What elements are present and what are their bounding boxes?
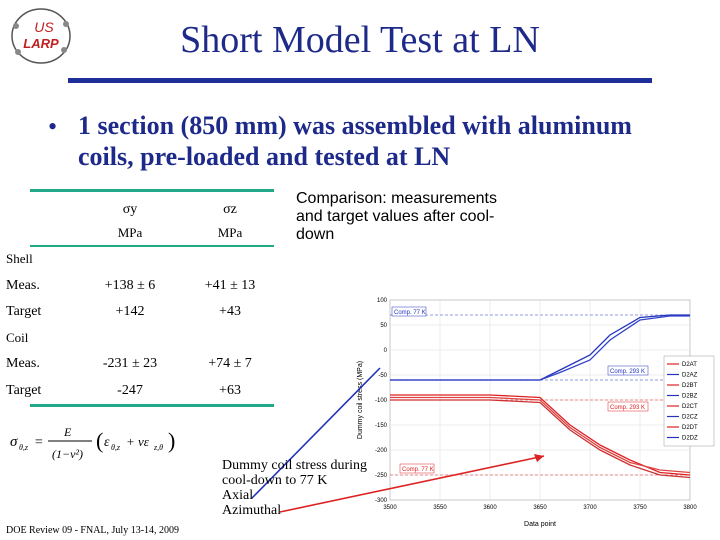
svg-text:ε: ε [104,435,110,450]
legend-entry: D2DZ [682,436,698,442]
cell-value: +138 ± 6 [104,278,156,293]
cell-value: +74 ± 7 [208,356,252,371]
bullet-marker: • [48,112,58,141]
slide-title: Short Model Test at LN [180,19,540,61]
series-line [390,394,691,476]
svg-text:E: E [63,425,72,439]
annotation: Comp. 293 K [610,369,645,375]
svg-text:(1−ν²): (1−ν²) [52,447,83,461]
legend-entry: D2CZ [682,415,698,421]
col-unit-1: MPa [117,225,143,240]
bullet-text: 1 section (850 mm) was assembled with al… [78,111,632,171]
logo-us-text: US [34,19,54,35]
callout-text: Dummy coil stress during cool-down to 77… [222,458,367,518]
svg-text:θ,z: θ,z [111,443,121,452]
axial-arrow [251,367,381,499]
annotation: Comp. 77 K [402,467,434,473]
x-tick-label: 3650 [533,505,547,511]
legend-box [663,355,715,447]
row-label: Target [6,304,42,319]
series-line [390,315,690,381]
svg-text:+ νε: + νε [126,434,150,449]
callout-line: Dummy coil stress during [222,458,368,473]
table-top-rule [30,189,274,192]
row-label: Target [6,383,42,398]
svg-text:z,θ: z,θ [153,443,163,452]
callout-axial: Axial [222,488,254,503]
table-bottom-rule [30,404,274,407]
svg-text:θ,z: θ,z [19,443,29,452]
callout-azimuthal: Azimuthal [222,503,282,518]
cell-value: +63 [219,383,241,398]
annotation: Comp. 77 K [394,310,426,316]
y-tick-label: 100 [377,298,388,304]
x-tick-label: 3750 [633,505,647,511]
col-header-sigma-z: σz [223,202,237,217]
chart-legend: D2AT D2AZ D2BT D2BZ D2CT D2CZ D2DT D2DZ [663,355,715,447]
comparison-note: Comparison: measurements and target valu… [296,190,497,243]
x-tick-label: 3800 [683,505,697,511]
section-coil-label: Coil [6,330,29,345]
x-tick-label: 3600 [483,505,497,511]
y-tick-label: 0 [384,348,388,354]
cell-value: +43 [219,304,241,319]
legend-entry: D2BZ [682,394,698,400]
y-tick-label: -300 [375,498,388,504]
section-shell-label: Shell [6,251,33,266]
col-unit-2: MPa [217,225,243,240]
annotation: Comp. 293 K [610,405,645,411]
cell-value: -247 [117,383,143,398]
y-tick-label: -200 [375,448,388,454]
legend-entry: D2AT [682,362,697,368]
y-tick-label: -100 [375,398,388,404]
series-line [390,399,691,479]
us-larp-logo: US LARP [8,4,74,68]
cell-value: +142 [115,304,145,319]
azimuthal-arrow [279,455,545,513]
footer-text: DOE Review 09 - FNAL, July 13-14, 2009 [6,525,180,536]
legend-entry: D2DT [682,425,698,431]
svg-text:): ) [168,428,175,453]
svg-text:(: ( [96,428,103,453]
x-tick-label: 3700 [583,505,597,511]
cell-value: -231 ± 23 [102,356,158,371]
y-tick-label: -150 [375,423,388,429]
table-header-rule [30,245,274,247]
logo-larp-text: LARP [23,36,59,51]
row-label: Meas. [6,278,40,293]
x-tick-label: 3500 [383,505,397,511]
series-line [390,396,691,474]
chart-annotations: Comp. 77 K Comp. 293 K Comp. 293 K Comp.… [391,306,649,474]
y-tick-label: -250 [375,473,388,479]
cell-value: +41 ± 13 [204,278,256,293]
callout-line: cool-down to 77 K [222,473,328,488]
svg-text:σ: σ [10,434,18,450]
col-header-sigma-y: σy [122,202,138,217]
stress-formula: σ θ,z = E (1−ν²) ( ε θ,z + νε z,θ ) [8,420,208,466]
svg-text:=: = [34,435,43,450]
legend-entry: D2AZ [682,373,698,379]
dummy-coil-stress-chart: 100 50 0 -50 -100 -150 -200 -250 -300 3500 3550 360… [352,294,720,530]
row-label: Meas. [6,356,40,371]
y-axis-label: Dummy coil stress (MPa) [357,361,364,439]
legend-entry: D2BT [682,383,698,389]
y-tick-label: -50 [378,373,387,379]
x-tick-label: 3550 [433,505,447,511]
y-tick-label: 50 [380,323,387,329]
x-axis-label: Data point [524,521,556,528]
legend-entry: D2CT [682,404,698,410]
title-rule [68,78,652,83]
